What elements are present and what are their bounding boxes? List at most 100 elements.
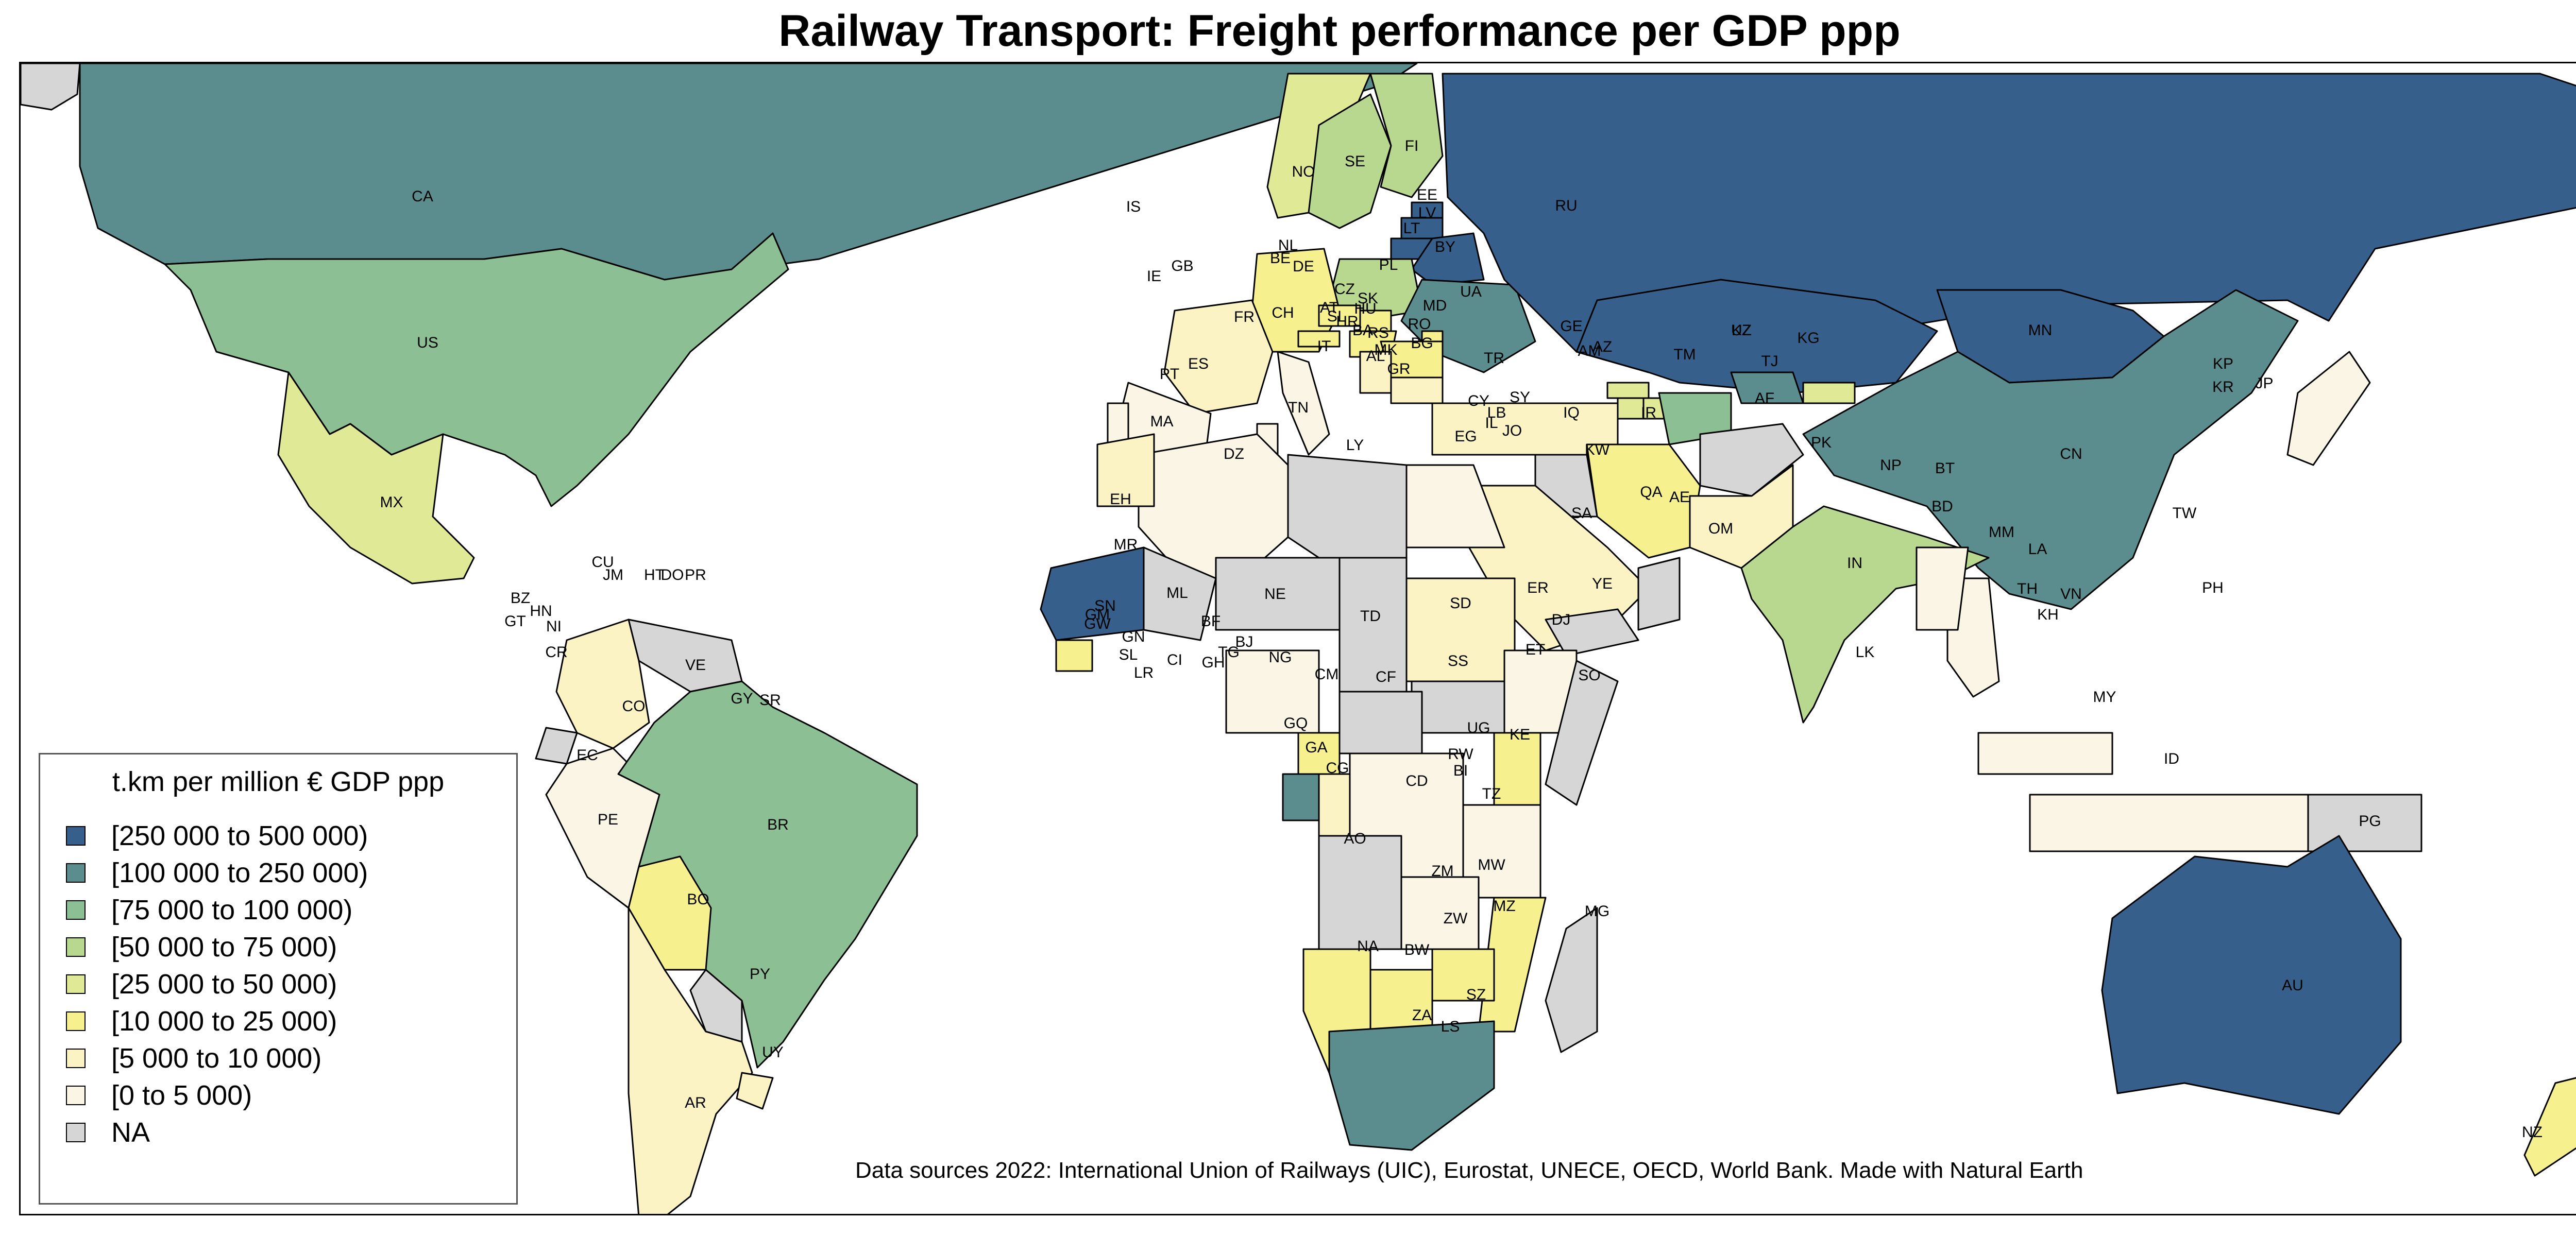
country-label-ua: UA bbox=[1460, 283, 1482, 300]
country-label-pt: PT bbox=[1160, 366, 1179, 383]
country-label-pk: PK bbox=[1811, 434, 1832, 451]
legend-label: [25 000 to 50 000) bbox=[111, 969, 337, 1000]
country-label-om: OM bbox=[1708, 520, 1733, 537]
country-label-ie: IE bbox=[1147, 268, 1161, 285]
legend-swatch bbox=[66, 1011, 86, 1031]
country-label-gm: GM bbox=[1085, 606, 1110, 623]
country-nz bbox=[2523, 1077, 2576, 1177]
country-label-ug: UG bbox=[1467, 719, 1490, 736]
legend-label: [10 000 to 25 000) bbox=[111, 1006, 337, 1037]
country-label-cy: CY bbox=[1468, 392, 1489, 409]
country-label-gt: GT bbox=[504, 613, 526, 630]
country-label-tz: TZ bbox=[1482, 785, 1501, 802]
country-label-sl: SL bbox=[1119, 646, 1138, 663]
country-label-pe: PE bbox=[598, 811, 618, 828]
country-label-au: AU bbox=[2282, 977, 2303, 994]
world-map: RU KZ MN CN US BR IN AU MX CA AR PE CO VE BO PY UY EC SR GY… bbox=[21, 63, 2576, 1214]
country-br bbox=[617, 680, 918, 1069]
country-label-hn: HN bbox=[530, 603, 552, 620]
country-label-ar: AR bbox=[685, 1094, 706, 1111]
country-se bbox=[1308, 93, 1392, 229]
country-label-pl: PL bbox=[1379, 256, 1398, 273]
country-label-uz: UZ bbox=[1731, 322, 1752, 339]
legend-swatch bbox=[66, 1123, 86, 1142]
country-label-na: NA bbox=[1357, 938, 1379, 955]
country-label-ga: GA bbox=[1305, 739, 1327, 756]
country-label-dj: DJ bbox=[1552, 611, 1571, 628]
country-so bbox=[1545, 660, 1619, 806]
country-label-lb: LB bbox=[1487, 404, 1506, 421]
country-label-do: DO bbox=[661, 566, 684, 583]
country-label-ve: VE bbox=[685, 657, 706, 674]
country-ke bbox=[1493, 732, 1541, 806]
country-label-be: BE bbox=[1270, 250, 1291, 267]
country-it bbox=[1277, 351, 1330, 456]
country-label-kr: KR bbox=[2212, 379, 2234, 396]
country-label-za: ZA bbox=[1412, 1007, 1432, 1024]
legend-label: [0 to 5 000) bbox=[111, 1080, 252, 1111]
country-label-rw: RW bbox=[1448, 746, 1473, 763]
country-label-af: AF bbox=[1755, 390, 1774, 407]
country-label-de: DE bbox=[1293, 258, 1314, 275]
country-label-gn: GN bbox=[1122, 628, 1145, 645]
country-label-zm: ZM bbox=[1431, 863, 1453, 880]
country-label-ng: NG bbox=[1269, 649, 1292, 666]
country-us bbox=[164, 232, 789, 507]
country-label-bi: BI bbox=[1453, 762, 1468, 779]
country-label-np: NP bbox=[1880, 457, 1902, 474]
country-label-my: MY bbox=[2093, 689, 2116, 706]
country-label-lk: LK bbox=[1856, 644, 1875, 661]
country-label-cf: CF bbox=[1376, 668, 1396, 685]
country-label-ne: NE bbox=[1264, 586, 1286, 603]
country-cg bbox=[1318, 773, 1351, 837]
country-sn bbox=[1055, 639, 1093, 672]
country-label-bj: BJ bbox=[1235, 633, 1253, 650]
country-label-zw: ZW bbox=[1444, 910, 1468, 927]
legend-item: [100 000 to 250 000) bbox=[66, 856, 368, 890]
country-ml bbox=[1143, 546, 1217, 641]
country-label-th: TH bbox=[2017, 580, 2038, 597]
country-label-no: NO bbox=[1292, 163, 1315, 180]
country-label-kh: KH bbox=[2037, 606, 2059, 623]
country-label-gb: GB bbox=[1171, 258, 1193, 274]
country-label-ni: NI bbox=[546, 618, 562, 635]
country-label-mr: MR bbox=[1114, 536, 1138, 553]
country-label-br: BR bbox=[767, 816, 789, 833]
country-label-md: MD bbox=[1423, 297, 1447, 314]
country-label-pr: PR bbox=[685, 566, 706, 583]
country-label-ph: PH bbox=[2202, 579, 2224, 596]
country-label-gh: GH bbox=[1202, 654, 1225, 671]
country-ge bbox=[1606, 382, 1650, 399]
country-at bbox=[1297, 330, 1341, 348]
country-label-ls: LS bbox=[1441, 1018, 1460, 1035]
country-label-et: ET bbox=[1526, 641, 1545, 658]
country-label-vn: VN bbox=[2060, 586, 2082, 603]
country-label-ch: CH bbox=[1272, 304, 1294, 321]
country-mm bbox=[1916, 546, 1969, 631]
country-label-mw: MW bbox=[1478, 856, 1505, 873]
country-label-iq: IQ bbox=[1563, 404, 1580, 421]
country-label-hu: HU bbox=[1354, 300, 1376, 317]
legend-item: [75 000 to 100 000) bbox=[66, 893, 352, 927]
legend-item: [0 to 5 000) bbox=[66, 1078, 252, 1112]
country-label-gw: GW bbox=[1084, 615, 1111, 632]
country-label-dz: DZ bbox=[1224, 445, 1244, 462]
country-label-ba: BA bbox=[1352, 322, 1373, 339]
country-label-fi: FI bbox=[1405, 138, 1419, 154]
country-co bbox=[555, 619, 650, 749]
country-label-ge: GE bbox=[1560, 318, 1582, 335]
legend-label: [100 000 to 250 000) bbox=[111, 857, 368, 888]
legend-swatch bbox=[66, 900, 86, 920]
country-label-ee: EE bbox=[1417, 186, 1437, 203]
country-label-cd: CD bbox=[1405, 772, 1428, 789]
legend-label: [75 000 to 100 000) bbox=[111, 895, 353, 925]
country-cf bbox=[1338, 691, 1423, 754]
country-label-jo: JO bbox=[1502, 422, 1522, 439]
country-ss bbox=[1411, 680, 1505, 734]
country-label-cn: CN bbox=[2060, 445, 2082, 462]
country-label-bg: BG bbox=[1411, 335, 1433, 352]
country-label-ao: AO bbox=[1344, 830, 1366, 847]
country-ar bbox=[628, 907, 753, 1214]
country-label-us: US bbox=[417, 334, 438, 351]
country-ve bbox=[628, 619, 743, 693]
